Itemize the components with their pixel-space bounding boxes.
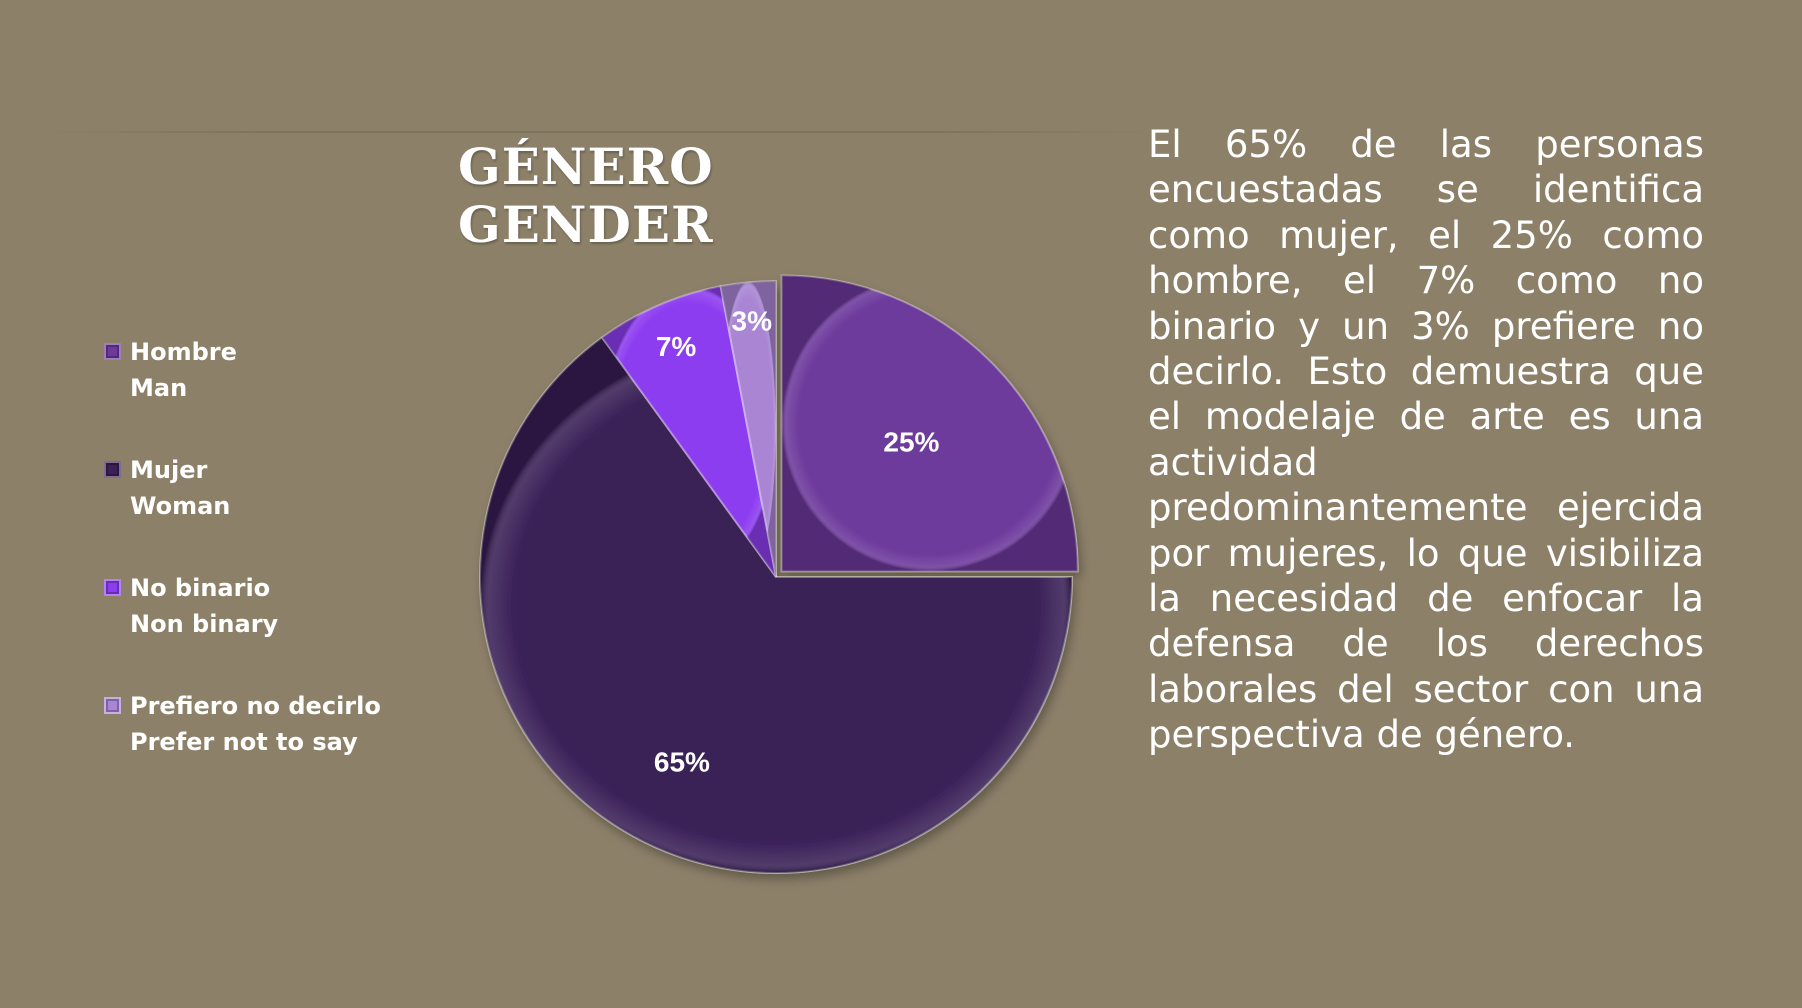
data-label-hombre: 25% bbox=[883, 427, 939, 458]
legend-label: Mujer bbox=[130, 456, 208, 484]
chart-legend: Hombre Man Mujer Woman No binario Non bi… bbox=[104, 334, 381, 806]
data-label-mujer: 65% bbox=[654, 747, 710, 778]
legend-label: Prefiero no decirlo bbox=[130, 692, 381, 720]
legend-label-english: Non binary bbox=[130, 610, 279, 638]
legend-item-no-binario: No binario Non binary bbox=[104, 570, 381, 688]
pie-slice-sheen-hombre bbox=[781, 275, 1078, 572]
legend-swatch-no-binario bbox=[104, 579, 121, 596]
header-divider bbox=[45, 131, 1155, 133]
legend-swatch-prefiero-no-decirlo bbox=[104, 697, 121, 714]
pie-slice-sheen-no-binario bbox=[602, 286, 776, 577]
legend-swatch-hombre bbox=[104, 343, 121, 360]
legend-item-prefiero-no-decirlo: Prefiero no decirlo Prefer not to say bbox=[104, 688, 381, 806]
description-paragraph: El 65% de las personas encuestadas se id… bbox=[1148, 123, 1704, 757]
chart-title-line2: GENDER bbox=[458, 195, 714, 254]
legend-label-english: Prefer not to say bbox=[130, 728, 358, 756]
legend-label-english: Woman bbox=[130, 492, 231, 520]
legend-swatch-mujer bbox=[104, 461, 121, 478]
data-label-prefiero-no-decirlo: 3% bbox=[732, 306, 773, 337]
chart-title-line1: GÉNERO bbox=[458, 137, 714, 196]
legend-item-hombre: Hombre Man bbox=[104, 334, 381, 452]
legend-label: No binario bbox=[130, 574, 271, 602]
legend-label: Hombre bbox=[130, 338, 237, 366]
pie-slice-sheen-mujer bbox=[480, 337, 1072, 874]
data-label-no-binario: 7% bbox=[656, 331, 697, 362]
legend-item-mujer: Mujer Woman bbox=[104, 452, 381, 570]
chart-title: GÉNERO GENDER bbox=[458, 138, 714, 254]
pie-slice-sheen-prefiero-no-decirlo bbox=[720, 281, 776, 577]
legend-label-english: Man bbox=[130, 374, 188, 402]
